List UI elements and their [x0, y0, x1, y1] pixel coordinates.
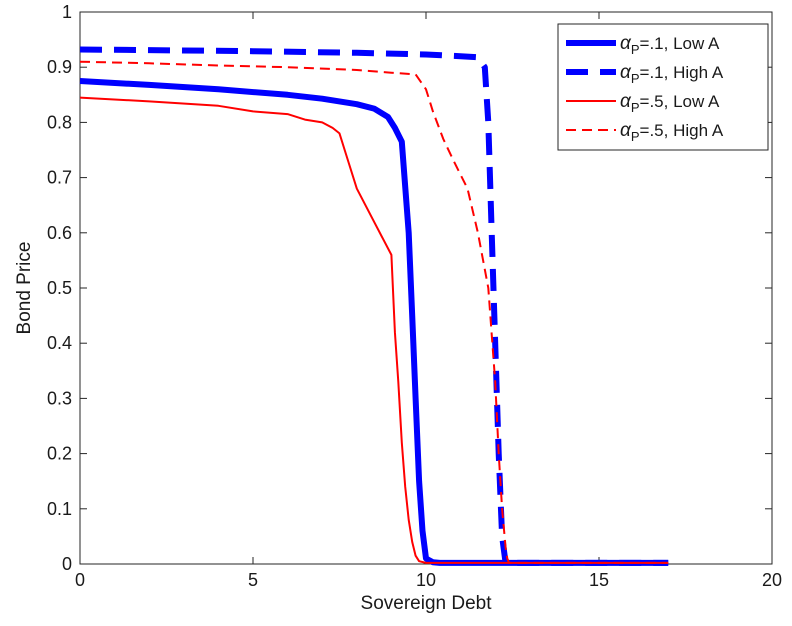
y-tick-label: 1: [62, 2, 72, 22]
x-tick-label: 0: [75, 570, 85, 590]
x-tick-label: 5: [248, 570, 258, 590]
y-tick-label: 0.4: [47, 333, 72, 353]
axis-tick-labels: 0 5 10 15 20 0 0.1 0.2 0.3 0.4 0.5 0.6 0.7 0.8 0.9 1: [47, 2, 782, 590]
legend: αP=.1, Low A αP=.1, High A αP=.5, Low A αP=…: [557, 23, 769, 151]
series-line-4: [79, 60, 669, 564]
y-tick-label: 0.2: [47, 444, 72, 464]
y-tick-label: 0.1: [47, 499, 72, 519]
x-tick-label: 10: [416, 570, 436, 590]
legend-label: αP=.1, Low A: [620, 33, 720, 57]
y-tick-label: 0.5: [47, 278, 72, 298]
y-tick-label: 0.3: [47, 388, 72, 408]
y-axis-title: Bond Price: [14, 242, 35, 335]
series-line-2: [79, 46, 669, 566]
x-tick-label: 20: [762, 570, 782, 590]
y-tick-label: 0.9: [47, 57, 72, 77]
y-tick-label: 0: [62, 554, 72, 574]
series-line-3: [79, 96, 669, 564]
x-tick-label: 15: [589, 570, 609, 590]
y-tick-label: 0.8: [47, 112, 72, 132]
y-tick-label: 0.6: [47, 223, 72, 243]
legend-label: αP=.5, Low A: [620, 91, 720, 115]
legend-label: αP=.1, High A: [620, 62, 724, 86]
y-tick-label: 0.7: [47, 168, 72, 188]
x-axis-title: Sovereign Debt: [361, 593, 493, 614]
legend-label: αP=.5, High A: [620, 120, 724, 144]
series-lines: [79, 46, 669, 566]
